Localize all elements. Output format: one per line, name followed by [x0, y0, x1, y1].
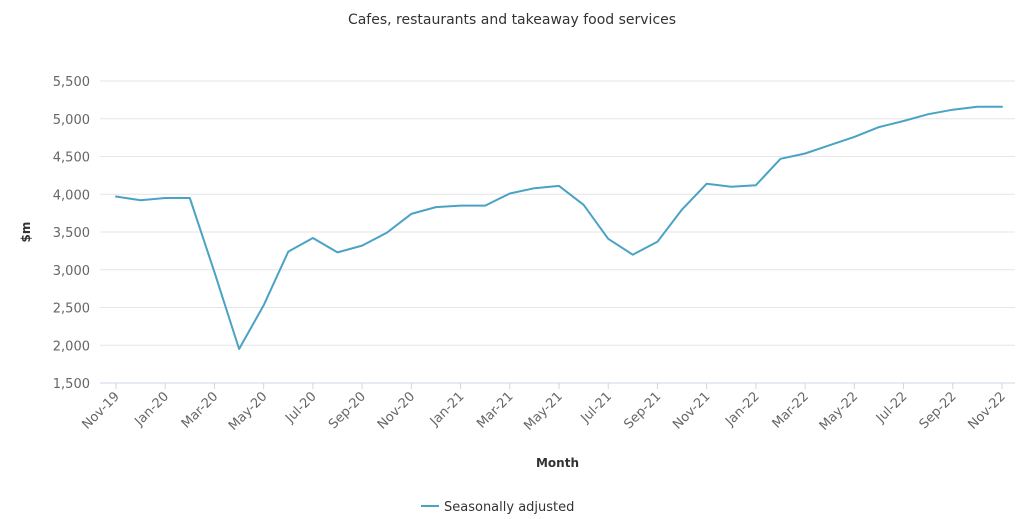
x-tick-label: Sep-21 [621, 389, 664, 432]
x-tick-label: Nov-21 [670, 389, 713, 432]
x-tick-label: Jul-22 [873, 389, 910, 426]
y-axis-ticks: 1,500 2,000 2,500 3,000 3,500 4,000 4,500 5,000… [53, 75, 90, 392]
x-tick-label: May-20 [226, 389, 270, 433]
x-axis-ticks: Nov-19 Jan-20 Mar-20 May-20 Jul-20 Sep-20 Nov-… [80, 383, 1009, 434]
y-tick-label: 4,000 [53, 188, 90, 203]
x-tick-label: May-21 [521, 389, 565, 433]
x-tick-label: Sep-20 [326, 389, 369, 432]
x-tick-label: Jan-20 [132, 389, 173, 430]
chart-title: Cafes, restaurants and takeaway food ser… [348, 12, 676, 28]
y-tick-label: 5,500 [53, 75, 90, 90]
x-tick-label: Mar-20 [179, 389, 221, 431]
y-tick-label: 4,500 [53, 151, 90, 166]
y-tick-label: 2,000 [53, 339, 90, 354]
series-layer [115, 105, 1003, 350]
legend[interactable]: Seasonally adjusted [421, 500, 574, 515]
y-tick-label: 3,000 [53, 264, 90, 279]
x-tick-label: May-22 [817, 389, 861, 433]
x-tick-label: Jan-21 [427, 389, 468, 430]
grid-lines [100, 80, 1015, 346]
y-tick-label: 2,500 [53, 302, 90, 317]
x-tick-label: Jan-22 [722, 389, 763, 430]
y-tick-label: 5,000 [53, 113, 90, 128]
x-tick-label: Nov-20 [375, 389, 418, 432]
legend-label: Seasonally adjusted [444, 500, 574, 515]
series-line[interactable] [115, 105, 1003, 350]
x-axis-title: Month [536, 456, 579, 470]
y-tick-label: 1,500 [53, 377, 90, 392]
y-tick-label: 3,500 [53, 226, 90, 241]
x-tick-label: Mar-21 [474, 389, 516, 431]
x-tick-label: Nov-22 [966, 389, 1009, 432]
x-tick-label: Mar-22 [770, 389, 812, 431]
y-axis-title: $m [19, 222, 33, 243]
x-tick-label: Sep-22 [917, 389, 960, 432]
x-tick-label: Jul-21 [578, 389, 615, 426]
x-tick-label: Jul-20 [282, 389, 319, 426]
x-tick-label: Nov-19 [80, 389, 123, 432]
